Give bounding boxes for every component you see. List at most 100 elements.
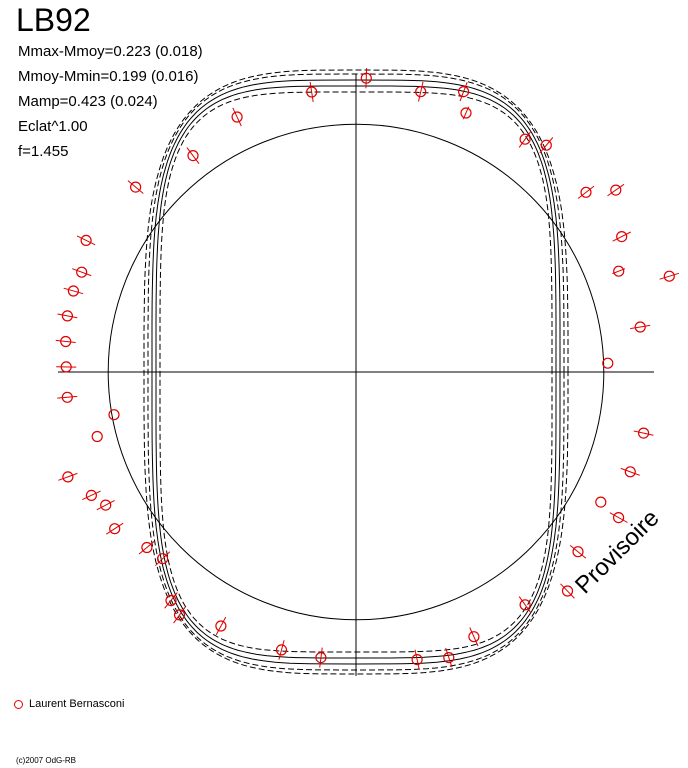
point-marker bbox=[231, 111, 243, 123]
point-error-bar bbox=[55, 339, 76, 343]
point-error-bar bbox=[63, 287, 84, 295]
data-point-42 bbox=[63, 285, 84, 297]
data-point-3 bbox=[415, 81, 427, 102]
point-error-bar bbox=[469, 627, 479, 647]
point-error-bar bbox=[138, 540, 155, 555]
data-point-2 bbox=[231, 107, 243, 127]
data-point-34 bbox=[82, 489, 101, 501]
model-curve-4 bbox=[143, 69, 569, 675]
data-point-10 bbox=[612, 231, 631, 243]
point-error-bar bbox=[127, 180, 144, 194]
point-error-bar bbox=[612, 231, 631, 242]
data-point-30 bbox=[155, 551, 171, 567]
point-marker bbox=[100, 499, 112, 511]
data-point-27 bbox=[215, 616, 227, 636]
point-error-bar bbox=[106, 522, 124, 535]
point-marker bbox=[572, 546, 584, 558]
point-marker bbox=[109, 523, 121, 535]
point-error-bar bbox=[518, 596, 532, 614]
legend: Laurent Bernasconi bbox=[14, 698, 124, 710]
data-point-46 bbox=[186, 147, 200, 165]
point-error-bar bbox=[57, 395, 78, 399]
copyright: (c)2007 OdG-RB bbox=[16, 756, 77, 765]
point-error-bar bbox=[539, 137, 554, 154]
point-marker bbox=[460, 107, 472, 119]
point-marker bbox=[80, 234, 92, 246]
point-error-bar bbox=[609, 512, 628, 523]
point-marker bbox=[173, 609, 186, 621]
point-marker bbox=[634, 321, 646, 333]
point-error-bar bbox=[186, 147, 200, 165]
data-point-9 bbox=[607, 183, 625, 197]
point-error-bar bbox=[278, 640, 285, 660]
point-marker bbox=[411, 653, 423, 666]
point-marker bbox=[141, 541, 153, 554]
point-error-bar bbox=[164, 592, 178, 609]
data-point-21 bbox=[518, 596, 532, 614]
data-point-35 bbox=[58, 471, 78, 483]
point-error-bar bbox=[633, 430, 654, 436]
point-error-bar bbox=[232, 107, 242, 127]
point-marker bbox=[468, 631, 480, 643]
point-error-bar bbox=[365, 68, 368, 89]
stat-mamp: Mamp=0.423 (0.024) bbox=[18, 93, 158, 110]
data-point-0 bbox=[360, 68, 372, 89]
point-error-bar bbox=[96, 499, 115, 511]
point-marker bbox=[165, 594, 177, 607]
data-point-40 bbox=[55, 335, 76, 348]
data-point-29 bbox=[164, 592, 178, 609]
data-point-37 bbox=[108, 409, 120, 421]
data-point-22 bbox=[468, 627, 480, 647]
point-marker bbox=[61, 310, 74, 322]
reference-circle bbox=[107, 123, 605, 621]
stat-frequency: f=1.455 bbox=[18, 143, 69, 160]
point-error-bar bbox=[414, 649, 420, 670]
data-point-28 bbox=[173, 606, 186, 624]
data-point-16 bbox=[620, 466, 640, 478]
point-marker bbox=[561, 585, 574, 597]
point-marker bbox=[62, 471, 74, 483]
point-marker bbox=[306, 86, 318, 98]
point-marker bbox=[108, 409, 120, 421]
point-error-bar bbox=[630, 324, 651, 330]
point-marker bbox=[637, 427, 650, 439]
data-points bbox=[55, 68, 680, 670]
point-marker bbox=[91, 430, 103, 443]
point-marker bbox=[602, 357, 614, 369]
point-error-bar bbox=[72, 268, 92, 277]
data-point-38 bbox=[57, 391, 78, 403]
legend-label: Laurent Bernasconi bbox=[29, 698, 125, 710]
point-error-bar bbox=[82, 490, 101, 501]
point-marker bbox=[519, 133, 531, 145]
data-point-6 bbox=[518, 130, 532, 148]
point-marker bbox=[612, 511, 625, 524]
data-point-39 bbox=[56, 361, 77, 373]
point-error-bar bbox=[173, 606, 186, 624]
point-marker bbox=[624, 466, 636, 478]
data-point-8 bbox=[577, 185, 595, 199]
point-error-bar bbox=[659, 272, 680, 280]
data-point-13 bbox=[630, 321, 651, 333]
point-error-bar bbox=[607, 183, 625, 197]
point-error-bar bbox=[577, 185, 595, 199]
point-marker bbox=[275, 644, 288, 656]
point-marker bbox=[415, 86, 427, 98]
point-marker bbox=[580, 186, 592, 198]
data-point-4 bbox=[458, 82, 470, 102]
point-marker bbox=[157, 553, 169, 565]
data-point-43 bbox=[72, 266, 92, 278]
legend-marker-open-circle-icon bbox=[14, 699, 23, 709]
model-curve-2 bbox=[147, 73, 565, 671]
data-point-14 bbox=[602, 357, 614, 369]
data-point-45 bbox=[127, 180, 144, 194]
point-error-bar bbox=[560, 583, 575, 599]
point-error-bar bbox=[215, 616, 227, 636]
point-marker bbox=[458, 85, 470, 98]
axes bbox=[58, 74, 654, 676]
point-marker bbox=[613, 265, 625, 277]
stat-eclat: Eclat^1.00 bbox=[18, 118, 88, 135]
point-marker bbox=[130, 181, 142, 193]
point-error-bar bbox=[418, 81, 424, 102]
data-point-24 bbox=[411, 649, 423, 670]
